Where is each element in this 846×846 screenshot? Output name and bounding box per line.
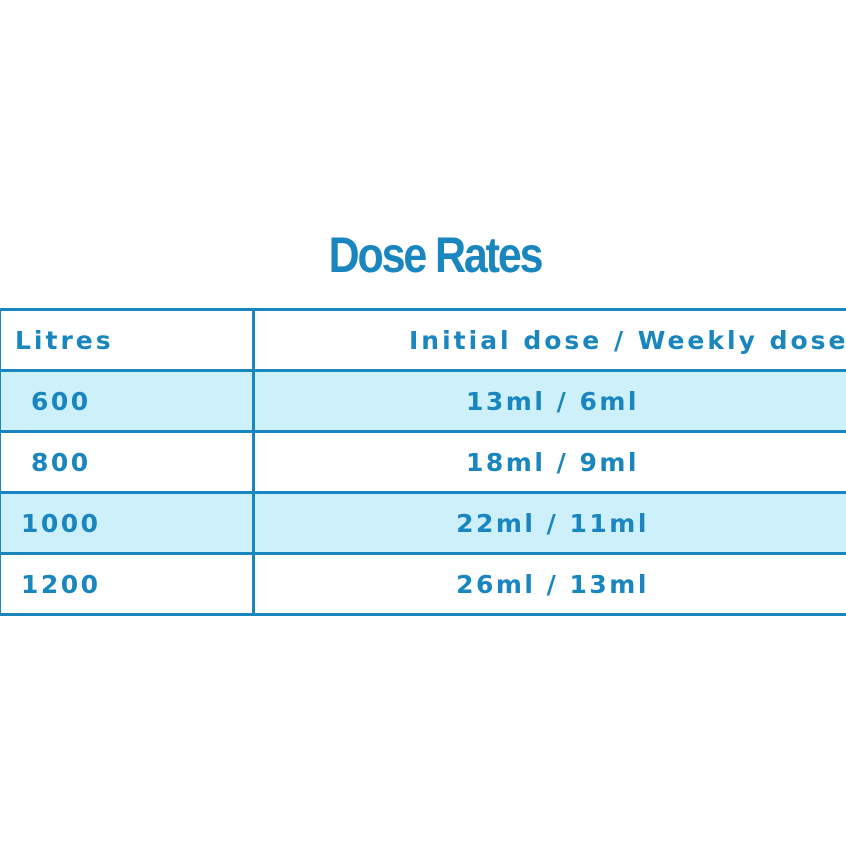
table-row: 800 18ml / 9ml	[0, 430, 846, 494]
cell-litres: 800	[0, 430, 255, 494]
table-body: 600 13ml / 6ml 800 18ml / 9ml 1000 22ml …	[0, 369, 846, 616]
cell-litres: 1000	[0, 491, 255, 555]
cell-dose: 18ml / 9ml	[252, 430, 846, 494]
page-title: Dose Rates	[328, 227, 544, 283]
dose-rates-table: Litres Initial dose / Weekly dose 600 13…	[0, 308, 846, 616]
table-row: 1000 22ml / 11ml	[0, 491, 846, 555]
table-row: 600 13ml / 6ml	[0, 369, 846, 433]
cell-dose: 22ml / 11ml	[252, 491, 846, 555]
header-litres: Litres	[0, 308, 255, 372]
cell-litres: 600	[0, 369, 255, 433]
table-header-row: Litres Initial dose / Weekly dose	[0, 308, 846, 372]
cell-dose: 26ml / 13ml	[252, 552, 846, 616]
table-row: 1200 26ml / 13ml	[0, 552, 846, 616]
table-header: Litres Initial dose / Weekly dose	[0, 308, 846, 372]
cell-litres: 1200	[0, 552, 255, 616]
cell-dose: 13ml / 6ml	[252, 369, 846, 433]
header-dose: Initial dose / Weekly dose	[252, 308, 846, 372]
dose-rates-table-container: Litres Initial dose / Weekly dose 600 13…	[0, 308, 846, 630]
